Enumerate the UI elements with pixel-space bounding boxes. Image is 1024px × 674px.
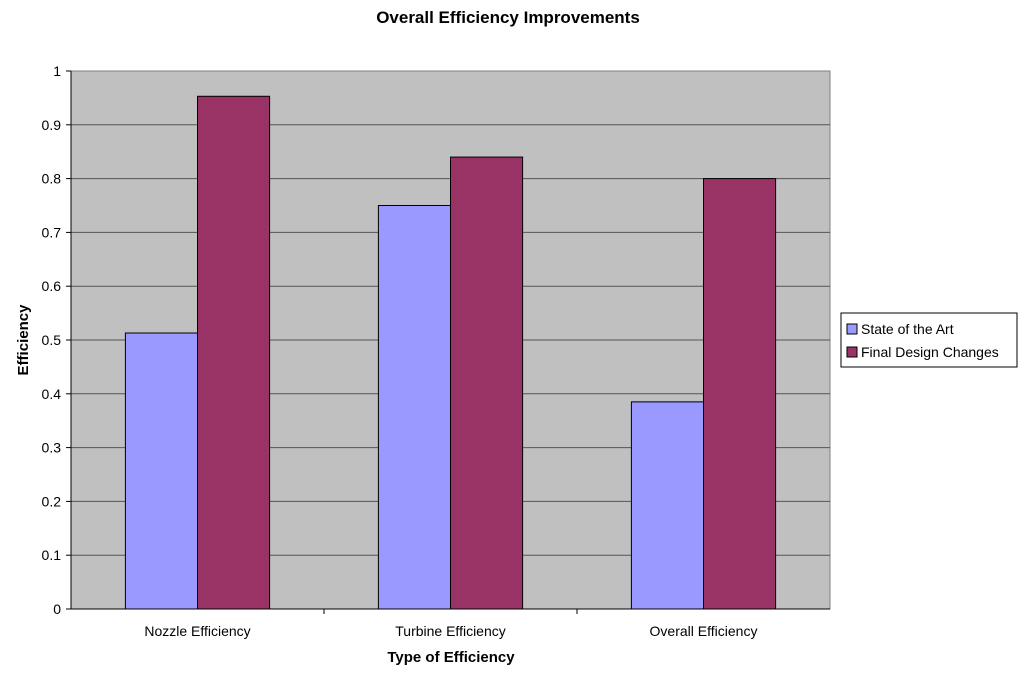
bar-state-of-the-art-nozzle-efficiency <box>124 332 198 610</box>
legend-label-final-design-changes: Final Design Changes <box>861 344 999 360</box>
y-tick-label: 0.2 <box>42 493 62 509</box>
legend-box <box>840 312 1018 368</box>
x-category-label: Turbine Efficiency <box>395 623 506 639</box>
y-tick-label: 0.3 <box>42 440 62 456</box>
bar-final-design-changes-turbine-efficiency <box>450 156 524 610</box>
bar-final-design-changes-overall-efficiency <box>703 178 777 610</box>
y-tick-label: 0.6 <box>42 278 62 294</box>
bar-state-of-the-art-overall-efficiency <box>630 401 705 610</box>
y-axis: 0 0.1 0.2 0.3 0.4 0.5 0.6 0.7 0.8 0.9 1 <box>42 63 72 617</box>
bar-state-of-the-art-turbine-efficiency <box>377 205 451 610</box>
y-tick-label: 0 <box>53 601 61 617</box>
y-tick-label: 0.5 <box>42 332 62 348</box>
legend-swatch-state-of-the-art <box>846 323 858 335</box>
chart-title: Overall Efficiency Improvements <box>376 8 640 27</box>
x-category-label: Overall Efficiency <box>650 623 758 639</box>
y-tick-label: 0.1 <box>42 547 62 563</box>
legend-label-state-of-the-art: State of the Art <box>861 321 954 337</box>
bar-final-design-changes-nozzle-efficiency <box>197 95 271 610</box>
y-tick-label: 0.4 <box>42 386 62 402</box>
y-tick-label: 1 <box>53 63 61 79</box>
y-tick-label: 0.7 <box>42 224 62 240</box>
y-tick-label: 0.8 <box>42 171 62 187</box>
y-tick-label: 0.9 <box>42 117 62 133</box>
x-axis-title: Type of Efficiency <box>387 649 515 666</box>
legend-swatch-final-design-changes <box>846 346 858 358</box>
x-category-label: Nozzle Efficiency <box>144 623 250 639</box>
legend: State of the Art Final Design Changes <box>840 312 1018 368</box>
y-axis-title: Efficiency <box>15 304 32 376</box>
bars <box>124 95 777 610</box>
x-axis: Nozzle Efficiency Turbine Efficiency Overa… <box>71 608 830 639</box>
